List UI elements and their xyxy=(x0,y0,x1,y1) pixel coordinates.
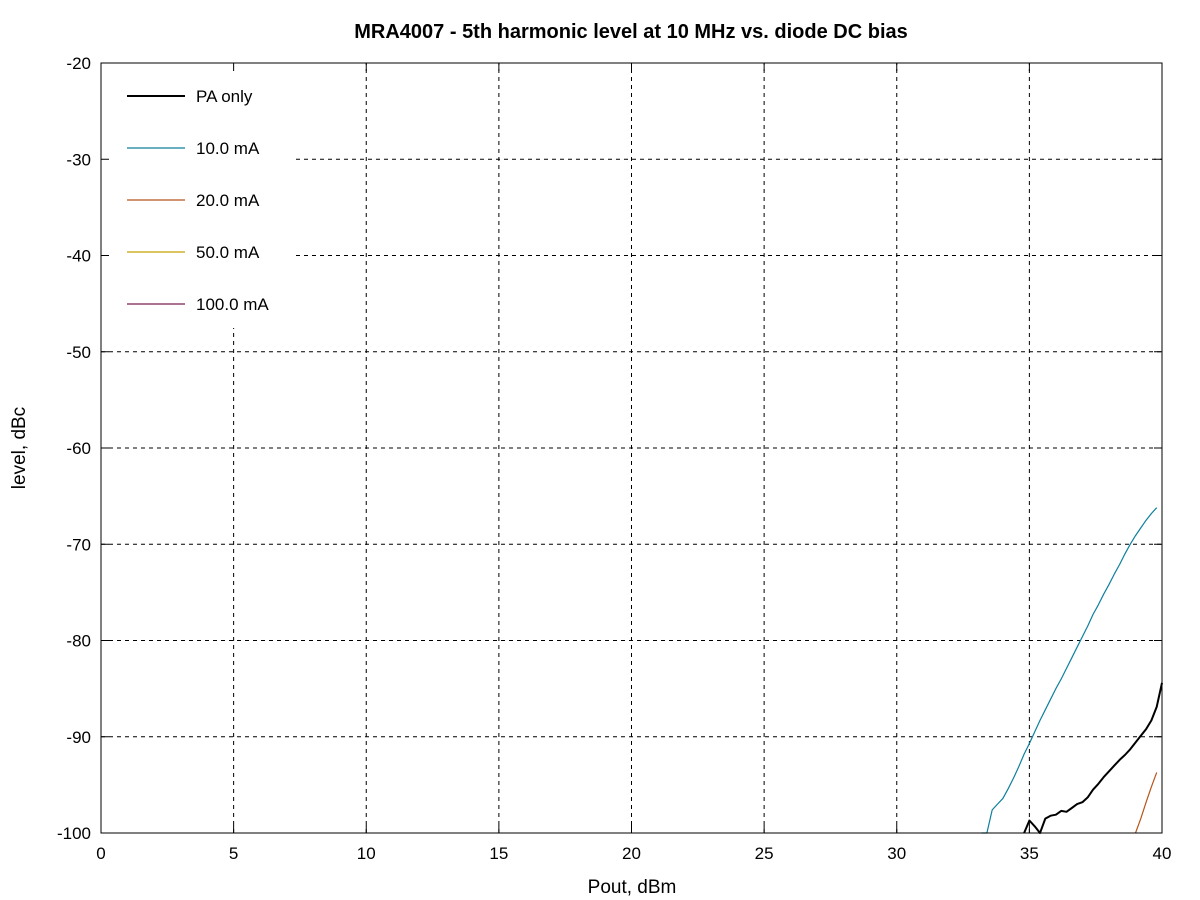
legend: PA only 10.0 mA 20.0 mA 50.0 mA 100.0 mA xyxy=(127,87,269,314)
x-tick-label: 20 xyxy=(622,844,641,863)
legend-label-0: PA only xyxy=(196,87,253,106)
x-axis-label: Pout, dBm xyxy=(588,877,677,898)
y-tick-label: -80 xyxy=(66,632,91,651)
x-tick-label: 30 xyxy=(887,844,906,863)
x-tick-label: 0 xyxy=(96,844,105,863)
y-tick-label: -30 xyxy=(66,150,91,169)
legend-label-2: 20.0 mA xyxy=(196,191,260,210)
x-tick-label: 35 xyxy=(1020,844,1039,863)
series-layer xyxy=(981,507,1163,834)
y-tick-label: -40 xyxy=(66,247,91,266)
plot-frame xyxy=(100,62,1163,834)
x-tick-label: 25 xyxy=(755,844,774,863)
y-tick-label: -50 xyxy=(66,343,91,362)
chart-title: MRA4007 - 5th harmonic level at 10 MHz v… xyxy=(354,21,908,43)
y-tick-label: -100 xyxy=(57,824,91,843)
legend-label-3: 50.0 mA xyxy=(196,243,260,262)
y-tick-label: -90 xyxy=(66,728,91,747)
y-tick-label: -20 xyxy=(66,54,91,73)
legend-label-1: 10.0 mA xyxy=(196,139,260,158)
y-tick-label: -60 xyxy=(66,439,91,458)
x-tick-label: 5 xyxy=(229,844,238,863)
series-line-2 xyxy=(1134,772,1158,834)
x-tick-label: 15 xyxy=(489,844,508,863)
y-tick-label: -70 xyxy=(66,535,91,554)
x-tick-label: 40 xyxy=(1153,844,1172,863)
legend-label-4: 100.0 mA xyxy=(196,295,269,314)
series-line-0 xyxy=(1023,682,1163,834)
y-axis-label: level, dBc xyxy=(9,407,30,489)
series-line-1 xyxy=(981,507,1158,834)
x-tick-label: 10 xyxy=(357,844,376,863)
grid-layer xyxy=(101,63,1162,833)
axis-layer: 0 5 10 15 20 25 30 35 40 -100 -90 -80 -70 -60 -50 -40 -3… xyxy=(57,54,1171,863)
